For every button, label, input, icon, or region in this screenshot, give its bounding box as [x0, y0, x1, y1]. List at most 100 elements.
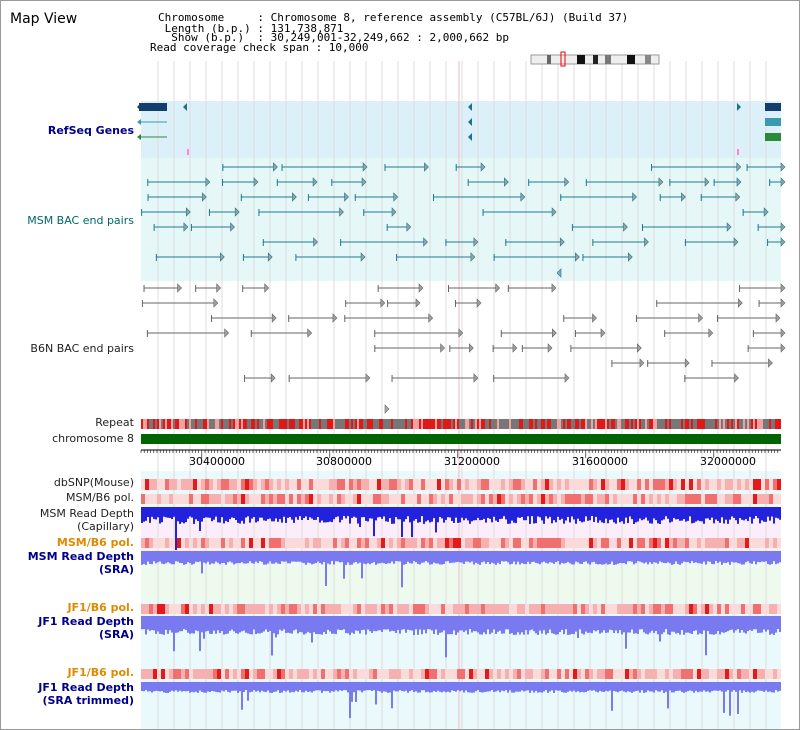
- jf1-sra-depth-bar: [425, 616, 427, 634]
- msm-sra-depth-bar: [761, 551, 763, 562]
- jf1-sra-depth-bar: [177, 616, 179, 633]
- jf1-trimmed-depth-bar: [433, 682, 435, 691]
- msm-bac-pair-end: [575, 252, 580, 262]
- dbsnp-heat-cell: [509, 479, 513, 490]
- jf1-b6-pol-heat-cell: [609, 604, 613, 614]
- jf1-sra-depth-bar: [645, 616, 647, 634]
- jf1-b6-pol-heat-cell: [181, 604, 185, 614]
- msm-b6-pol-heat-cell: [513, 538, 517, 548]
- msm-b6-pol-heat-cell: [233, 494, 237, 504]
- jf1-sra-depth-bar: [467, 616, 469, 635]
- jf1-sra-depth-bar: [313, 616, 315, 633]
- msm-capillary-depth-bar: [219, 507, 221, 523]
- jf1-b6-pol-heat-cell: [481, 604, 485, 614]
- jf1-sra-depth-bar: [401, 616, 403, 630]
- msm-bac-pair-end: [273, 162, 278, 172]
- msm-sra-depth-bar: [275, 551, 277, 563]
- msm-capillary-depth-bar: [629, 507, 631, 517]
- msm-b6-pol-heat-cell: [209, 538, 213, 548]
- jf1-b6-pol-heat-cell: [449, 604, 453, 614]
- b6n-bac-pair-end: [564, 373, 570, 383]
- jf1-trimmed-depth-bar: [319, 682, 321, 691]
- msm-b6-pol-heat-cell: [213, 494, 217, 504]
- b6n-bac-pair-end: [647, 360, 649, 367]
- repeat-element: [613, 419, 615, 429]
- msm-bac-pair-end: [780, 162, 786, 172]
- jf1-sra-depth-bar: [353, 616, 355, 634]
- jf1-sra-depth-bar: [607, 616, 609, 633]
- msm-b6-pol-heat-cell: [297, 494, 301, 504]
- dbsnp-heat-cell: [161, 479, 165, 490]
- jf1-b6-pol-heat-cell: [317, 669, 321, 679]
- msm-sra-depth-bar: [359, 551, 361, 563]
- msm-sra-depth-bar: [655, 551, 657, 563]
- msm-capillary-depth-bar: [581, 507, 583, 523]
- msm-capillary-depth-bar: [229, 507, 231, 520]
- jf1-trimmed-depth-bar: [597, 682, 599, 693]
- jf1-sra-depth-bar: [673, 616, 675, 632]
- jf1-b6-pol-heat-cell: [777, 604, 781, 614]
- track-label-msm-bac[interactable]: MSM BAC end pairs: [27, 214, 134, 227]
- msm-b6-pol-heat-cell: [453, 538, 457, 548]
- jf1-trimmed-depth-bar: [361, 682, 363, 693]
- msm-b6-pol-heat-cell: [513, 494, 517, 504]
- msm-b6-pol-heat-cell: [749, 494, 753, 504]
- jf1-b6-pol-heat-cell: [653, 604, 657, 614]
- msm-sra-depth-bar: [375, 551, 377, 565]
- msm-sra-depth-bar: [167, 551, 169, 563]
- repeat-element: [655, 419, 657, 429]
- dbsnp-heat-cell: [725, 479, 729, 490]
- msm-sra-depth-bar: [287, 551, 289, 564]
- jf1-sra-depth-bar: [493, 616, 495, 630]
- repeat-element: [241, 419, 243, 429]
- jf1-sra-depth-bar: [169, 616, 171, 631]
- jf1-trimmed-depth-bar: [283, 682, 285, 691]
- msm-capillary-depth-bar: [453, 507, 455, 523]
- jf1-b6-pol-heat-cell: [209, 604, 213, 614]
- msm-sra-depth-bar: [179, 551, 181, 564]
- b6n-bac-pair-end: [592, 313, 597, 323]
- jf1-sra-depth-bar: [599, 616, 601, 634]
- jf1-sra-depth-bar: [145, 616, 147, 635]
- msm-b6-pol-heat-cell: [229, 494, 233, 504]
- jf1-sra-depth-bar: [617, 616, 619, 634]
- jf1-trimmed-depth-bar: [537, 682, 539, 693]
- jf1-sra-depth-bar: [307, 616, 309, 632]
- jf1-sra-depth-bar: [189, 616, 191, 634]
- dbsnp-heat-cell: [461, 479, 465, 490]
- jf1-b6-pol-heat-cell: [225, 669, 229, 679]
- msm-capillary-depth-bar: [551, 507, 553, 524]
- msm-b6-pol-heat-cell: [493, 494, 497, 504]
- msm-sra-depth-bar: [775, 551, 777, 565]
- repeat-element: [167, 419, 169, 429]
- msm-sra-depth-bar: [563, 551, 565, 564]
- track-label-refseq-genes[interactable]: RefSeq Genes: [47, 124, 134, 137]
- msm-capillary-depth-bar: [149, 507, 151, 523]
- jf1-trimmed-depth-bar: [197, 682, 199, 693]
- msm-capillary-depth-bar: [759, 507, 761, 524]
- jf1-b6-pol-heat-cell: [677, 604, 681, 614]
- msm-sra-depth-bar: [553, 551, 555, 564]
- dbsnp-heat-cell: [145, 479, 149, 490]
- jf1-trimmed-depth-bar: [179, 682, 181, 691]
- msm-sra-depth-bar: [257, 551, 259, 563]
- dbsnp-heat-cell: [289, 479, 293, 490]
- jf1-b6-pol-heat-cell: [173, 604, 177, 614]
- b6n-bac-pair-end: [551, 328, 557, 338]
- msm-capillary-depth-bar: [473, 507, 475, 521]
- jf1-sra-depth-bar: [361, 616, 363, 631]
- msm-b6-pol-heat-cell: [733, 538, 737, 548]
- jf1-b6-pol-heat-cell: [313, 604, 317, 614]
- jf1-trimmed-depth-bar: [369, 682, 371, 691]
- msm-capillary-depth-bar: [333, 507, 335, 520]
- jf1-trimmed-depth-bar: [515, 682, 517, 692]
- msm-b6-pol-heat-cell: [385, 494, 389, 504]
- jf1-trimmed-depth-bar: [387, 682, 389, 693]
- dbsnp-heat-cell: [605, 479, 609, 490]
- b6n-bac-pair-end: [440, 343, 445, 353]
- msm-sra-depth-bar: [717, 551, 719, 563]
- track-label-b6n-bac[interactable]: B6N BAC end pairs: [30, 342, 134, 355]
- msm-sra-depth-bar: [187, 551, 189, 563]
- repeat-element: [449, 419, 451, 429]
